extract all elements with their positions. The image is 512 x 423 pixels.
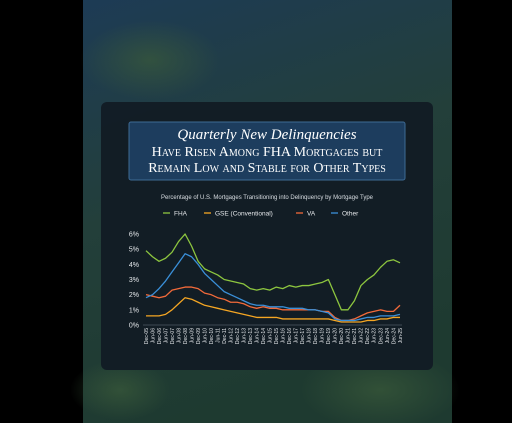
legend-label: VA — [307, 211, 316, 218]
series-line — [145, 253, 401, 322]
y-tick-label: 2% — [129, 292, 139, 299]
x-tick-label: Jun-08 — [176, 328, 182, 344]
x-tick-label: Jun-24 — [385, 328, 391, 344]
x-tick-label: Jun-11 — [215, 328, 221, 343]
x-tick-label: Dec-21 — [352, 328, 358, 344]
x-tick-label: Dec-12 — [235, 328, 241, 344]
x-tick-label: Dec-09 — [196, 328, 202, 344]
x-tick-label: Jun-22 — [359, 328, 365, 344]
y-tick-label: 6% — [129, 232, 139, 239]
x-tick-label: Dec-19 — [326, 328, 332, 344]
x-tick-label: Jun-06 — [150, 328, 156, 344]
y-tick-label: 1% — [129, 307, 139, 314]
legend-label: Other — [342, 211, 359, 218]
legend-label: FHA — [174, 211, 188, 218]
x-tick-label: Dec-15 — [274, 328, 280, 344]
x-tick-label: Jun-18 — [307, 328, 313, 344]
series-line — [146, 297, 400, 323]
x-tick-label: Jun-15 — [268, 328, 274, 344]
y-tick-label: 4% — [129, 262, 139, 269]
x-tick-label: Jun-13 — [241, 328, 247, 344]
aerial-photo — [70, 360, 170, 420]
x-tick-label: Dec-22 — [365, 328, 371, 344]
x-tick-label: Dec-06 — [157, 328, 163, 344]
x-tick-label: Jun-17 — [294, 328, 300, 344]
x-tick-label: Jun-25 — [398, 328, 404, 344]
x-tick-label: Jun-14 — [255, 328, 261, 344]
x-tick-label: Dec-08 — [183, 328, 189, 344]
x-tick-label: Dec-13 — [248, 328, 254, 344]
x-tick-label: Jun-12 — [228, 328, 234, 344]
x-tick-label: Jun-10 — [202, 328, 208, 344]
x-tick-label: Jun-16 — [281, 328, 287, 344]
x-tick-label: Dec-11 — [222, 328, 228, 344]
y-tick-label: 0% — [129, 323, 139, 330]
x-tick-label: Jun-23 — [372, 328, 378, 344]
title-box — [128, 121, 406, 181]
x-tick-label: Jun-07 — [163, 328, 169, 344]
x-tick-label: Dec-10 — [209, 328, 215, 344]
subtitle: Remain Low and Stable for Other Types — [148, 161, 386, 176]
x-tick-label: Jun-09 — [189, 328, 195, 344]
x-tick-label: Dec-05 — [144, 328, 150, 344]
x-tick-label: Jun-21 — [346, 328, 352, 344]
title: Quarterly New Delinquencies — [177, 127, 356, 143]
x-tick-label: Dec-14 — [261, 328, 267, 344]
x-tick-label: Dec-17 — [300, 328, 306, 344]
x-tick-label: Jun-20 — [333, 328, 339, 344]
x-tick-label: Jun-19 — [320, 328, 326, 344]
x-tick-label: Dec-23 — [378, 328, 384, 344]
y-tick-label: 3% — [129, 277, 139, 284]
x-tick-label: Dec-18 — [313, 328, 319, 344]
aerial-photo — [80, 20, 220, 100]
x-tick-label: Dec-20 — [339, 328, 345, 344]
chart-title: Percentage of U.S. Mortgages Transitioni… — [161, 195, 374, 201]
series-line — [145, 286, 401, 322]
x-tick-label: Dec-24 — [391, 328, 397, 344]
y-tick-label: 5% — [129, 247, 139, 254]
subtitle: Have Risen Among FHA Mortgages but — [152, 145, 383, 160]
series-line — [145, 233, 401, 311]
legend-label: GSE (Conventional) — [215, 211, 273, 218]
x-tick-label: Dec-07 — [170, 328, 176, 344]
x-tick-label: Dec-16 — [287, 328, 293, 344]
